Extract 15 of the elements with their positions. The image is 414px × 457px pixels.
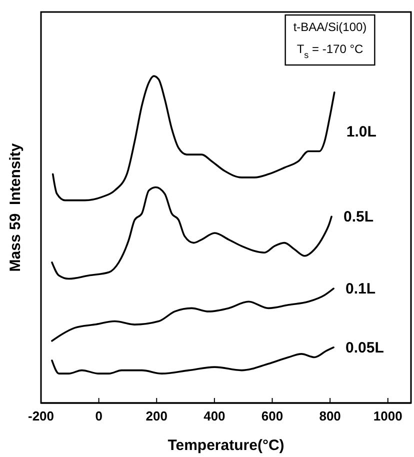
x-tick-label: 800 [319,408,341,424]
series-label: 0.05L [346,339,384,356]
x-tick-label: -200 [28,408,54,424]
x-axis-title: Temperature(°C) [168,437,284,454]
x-tick-label: 200 [146,408,168,424]
text: T$_{s}$ = -170 °C [296,42,364,60]
text: t-BAA/Si(100) [293,20,367,34]
series-label: 1.0L [346,123,376,140]
series-label: 0.5L [344,208,374,226]
y-axis-title: Mass 59 Intensity [7,142,24,272]
x-tick-label: 1000 [373,408,402,424]
x-tick-label: 0 [95,408,102,424]
x-tick-label: 600 [261,408,284,424]
series-label: 0.1L [346,280,376,298]
x-tick-label: 400 [204,408,226,424]
